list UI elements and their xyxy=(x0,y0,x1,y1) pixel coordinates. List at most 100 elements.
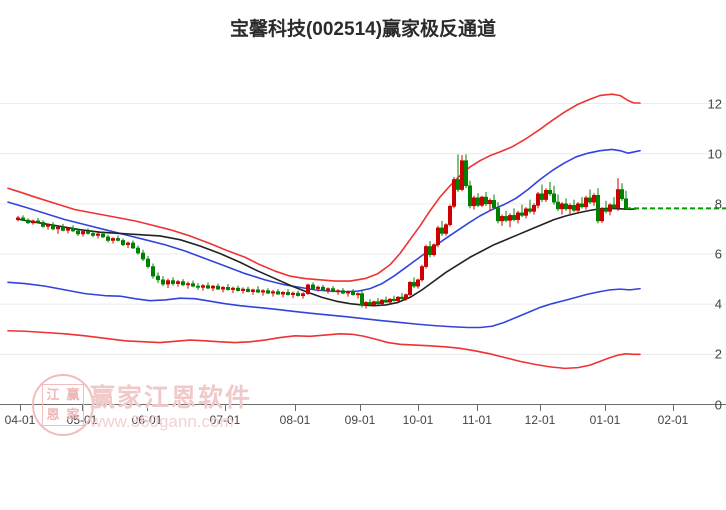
candlestick xyxy=(141,249,146,262)
candlestick xyxy=(176,279,181,287)
x-axis-tick xyxy=(540,404,541,411)
y-axis-tick-label: 0 xyxy=(714,397,722,412)
candlestick xyxy=(367,299,372,306)
candlestick xyxy=(591,193,596,206)
candlestick-layer xyxy=(15,154,726,309)
candlestick xyxy=(471,195,476,210)
candlestick xyxy=(407,281,412,297)
candlestick xyxy=(270,289,275,297)
candlestick xyxy=(116,235,121,242)
candlestick xyxy=(111,237,116,244)
candlestick xyxy=(300,292,305,299)
x-axis-tick-label: 10-01 xyxy=(402,413,434,427)
candlestick xyxy=(226,284,231,291)
candlestick xyxy=(371,300,376,307)
candlestick xyxy=(451,176,456,209)
candlestick xyxy=(439,220,444,236)
candlestick xyxy=(340,288,345,295)
candlestick xyxy=(146,256,151,269)
x-axis-tick xyxy=(418,404,419,411)
candlestick xyxy=(623,190,628,209)
candlestick xyxy=(495,202,500,224)
candlestick xyxy=(81,229,86,237)
candlestick xyxy=(611,197,616,210)
candlestick xyxy=(290,291,295,299)
x-axis-tick xyxy=(225,404,226,411)
candlestick xyxy=(579,197,584,209)
candlestick xyxy=(435,225,440,248)
candlestick xyxy=(241,287,246,294)
candlestick xyxy=(251,288,256,295)
candlestick xyxy=(335,289,340,295)
candlestick xyxy=(587,189,592,204)
x-axis-tick-label: 04-01 xyxy=(4,413,36,427)
candlestick xyxy=(350,289,355,296)
candlestick xyxy=(363,301,368,309)
candlestick xyxy=(503,210,508,223)
candlestick xyxy=(603,200,608,214)
candlestick xyxy=(615,178,620,211)
candlestick xyxy=(551,185,556,205)
candlestick xyxy=(50,222,55,231)
candlestick xyxy=(599,207,604,223)
candlestick xyxy=(330,286,335,293)
channel-line xyxy=(7,329,641,370)
candlestick xyxy=(156,272,161,284)
candlestick xyxy=(571,199,576,213)
candlestick xyxy=(236,285,241,292)
candlestick xyxy=(35,217,40,224)
channel-line xyxy=(7,281,641,329)
x-axis-tick xyxy=(20,404,21,411)
x-axis-tick xyxy=(477,404,478,411)
candlestick xyxy=(375,298,380,305)
candlestick xyxy=(575,202,580,214)
y-axis-tick-label: 4 xyxy=(714,296,722,312)
candlestick xyxy=(531,203,536,215)
candlestick xyxy=(547,182,552,196)
candlestick xyxy=(387,298,392,305)
channel-line xyxy=(19,207,637,307)
candlestick xyxy=(583,195,588,210)
candlestick xyxy=(231,286,236,294)
candlestick xyxy=(91,230,96,238)
candlestick xyxy=(499,214,504,226)
candlestick xyxy=(619,183,624,201)
x-axis-tick xyxy=(605,404,606,411)
candlestick xyxy=(131,240,136,249)
y-axis-tick-label: 12 xyxy=(707,96,722,111)
candlestick xyxy=(310,282,315,290)
candlestick xyxy=(459,155,464,192)
x-axis-tick-label: 02-01 xyxy=(657,413,689,427)
candlestick xyxy=(555,194,560,211)
candlestick xyxy=(126,241,131,248)
candlestick xyxy=(280,291,285,298)
candlestick xyxy=(483,192,488,206)
candlestick xyxy=(383,296,388,304)
candlestick xyxy=(511,208,516,222)
candlestick xyxy=(467,180,472,209)
candlestick xyxy=(535,192,540,209)
candlestick xyxy=(71,225,76,233)
candlestick xyxy=(315,285,320,292)
candlestick xyxy=(475,193,480,208)
x-axis-tick-label: 06-01 xyxy=(131,413,163,427)
candlestick xyxy=(391,295,396,302)
candlestick xyxy=(463,154,468,189)
candlestick xyxy=(431,243,436,257)
candlestick xyxy=(186,281,191,289)
y-axis-tick-label: 6 xyxy=(714,246,722,262)
x-axis-tick-label: 11-01 xyxy=(462,413,492,427)
candlestick xyxy=(507,213,512,228)
candlestick xyxy=(265,288,270,295)
candlestick xyxy=(559,202,564,215)
candlestick xyxy=(487,198,492,211)
candlestick xyxy=(567,203,572,215)
candlestick xyxy=(86,228,91,235)
channel-line xyxy=(7,148,641,293)
candlestick xyxy=(415,278,420,289)
candlestick xyxy=(423,244,428,269)
candlestick xyxy=(539,184,544,203)
candlestick xyxy=(543,188,548,203)
candlestick xyxy=(479,195,484,208)
candlestick xyxy=(359,289,364,308)
